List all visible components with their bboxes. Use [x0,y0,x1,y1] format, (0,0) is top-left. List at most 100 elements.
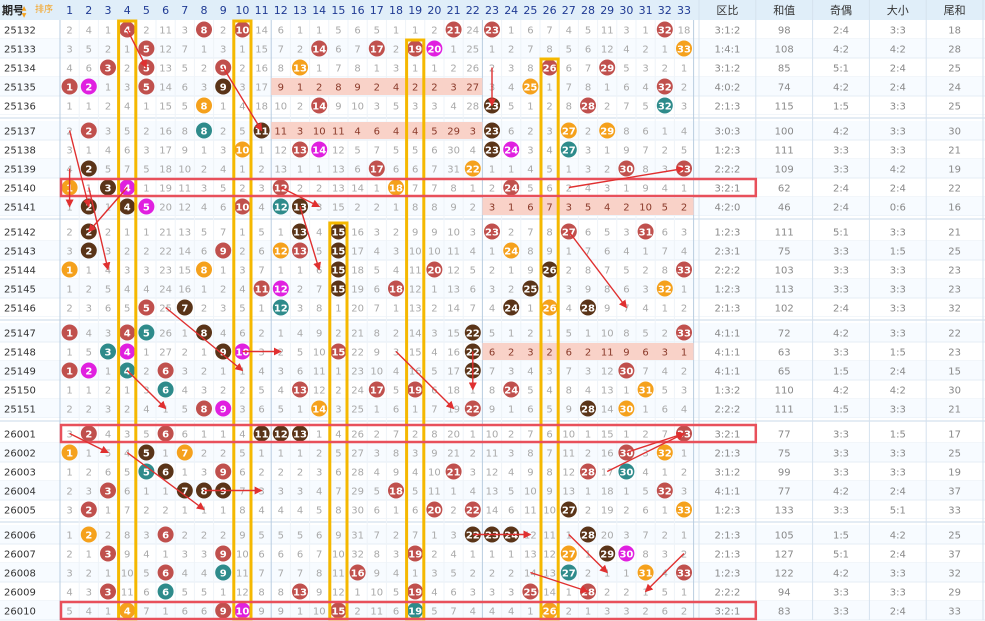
issue-number: 25145 [4,285,36,296]
ball-26 [541,59,558,76]
miss-value: 11 [332,127,345,138]
ball-label: 9 [220,569,227,580]
miss-value: 1 [66,348,72,359]
ball-label: 1 [66,266,73,277]
miss-value: 6 [239,468,245,479]
miss-value: 3 [662,348,668,359]
miss-value: 28 [466,102,479,113]
miss-value: 8 [450,184,456,195]
ball-2 [80,362,97,379]
stat-value: 72 [778,329,791,340]
miss-value: 8 [354,64,360,75]
miss-value: 6 [258,247,264,258]
miss-value: 5 [585,203,591,214]
stat-value: 25 [948,64,961,75]
ball-label: 8 [201,487,208,498]
miss-value: 1 [681,588,687,599]
miss-value: 2 [642,607,648,618]
stat-value: 16 [948,203,961,214]
ball-26 [541,602,558,619]
stat-value: 2:1:3 [714,531,740,542]
miss-value: 2 [374,83,380,94]
miss-value: 6 [374,127,380,138]
miss-value: 5 [143,569,149,580]
miss-value: 1 [431,64,437,75]
miss-value: 3 [450,83,456,94]
miss-value: 2 [642,45,648,56]
sort-down-icon[interactable]: ▼ [22,12,27,19]
miss-value: 1 [201,146,207,157]
ball-label: 8 [201,26,208,37]
miss-value: 5 [105,285,111,296]
miss-value: 5 [412,146,418,157]
sort-link[interactable]: 排序 [35,3,53,15]
ball-5 [138,463,155,480]
miss-value: 7 [566,367,572,378]
miss-value: 1 [182,468,188,479]
miss-value: 7 [489,367,495,378]
stat-value: 110 [775,386,794,397]
stat-value: 3:1:2 [714,26,740,37]
miss-value: 2 [201,449,207,460]
sort-up-icon[interactable]: ▲ [22,5,27,12]
stat-value: 4:2 [890,45,906,56]
stat-value: 3:3 [890,146,906,157]
ball-label: 3 [105,348,112,359]
ball-label: 26 [543,607,557,618]
miss-value: 2 [642,430,648,441]
miss-value: 8 [546,45,552,56]
stat-value: 3:1:2 [714,64,740,75]
miss-value: 4 [508,468,514,479]
miss-value: 2 [316,83,322,94]
miss-value: 3 [182,26,188,37]
miss-value: 9 [124,550,130,561]
ball-label: 32 [658,487,672,498]
miss-value: 6 [566,348,572,359]
miss-value: 4 [642,468,648,479]
ball-label: 19 [408,607,422,618]
trend-arrow [395,351,455,410]
miss-value: 8 [546,228,552,239]
miss-value: 14 [255,26,268,37]
miss-value: 4 [412,468,418,479]
ball-2 [80,122,97,139]
miss-value: 25 [466,45,479,56]
miss-value: 12 [332,588,345,599]
miss-value: 4 [450,550,456,561]
miss-value: 8 [335,83,341,94]
miss-value: 2 [297,468,303,479]
miss-value: 1 [566,531,572,542]
ball-6 [157,564,174,581]
miss-value: 3 [258,348,264,359]
miss-value: 6 [182,430,188,441]
miss-value: 2 [297,102,303,113]
ball-21 [445,21,462,38]
miss-value: 3 [335,405,341,416]
miss-value: 3 [623,531,629,542]
miss-value: 2 [258,329,264,340]
ball-label: 5 [143,83,150,94]
miss-value: 8 [258,588,264,599]
miss-value: 1 [86,146,92,157]
miss-value: 3 [201,468,207,479]
ball-label: 31 [639,228,653,239]
miss-value: 8 [374,329,380,340]
ball-33 [676,324,692,341]
miss-value: 7 [412,531,418,542]
ball-label: 10 [235,146,249,157]
ball-label: 2 [85,83,92,94]
ball-28 [580,526,596,543]
trend-arrow [299,206,321,271]
miss-value: 3 [546,127,552,138]
ball-24 [503,179,520,196]
miss-value: 17 [159,146,172,157]
miss-value: 2 [124,405,130,416]
stat-value: 4:1:1 [714,487,740,498]
miss-value: 1 [412,64,418,75]
miss-value: 3 [623,607,629,618]
miss-value: 1 [527,304,533,315]
miss-value: 11 [409,266,422,277]
miss-value: 7 [182,45,188,56]
miss-value: 2 [66,228,72,239]
miss-value: 3 [623,26,629,37]
